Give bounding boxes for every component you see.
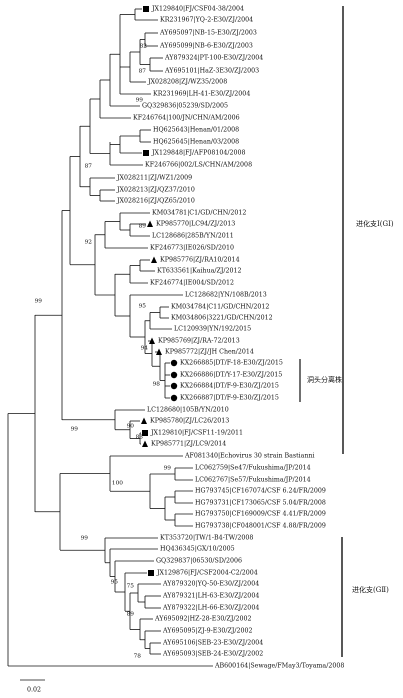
marker-square (148, 570, 154, 576)
leaf-label: JX028208|ZJ/WZ35/2008 (147, 79, 227, 86)
bootstrap-value: 95 (139, 304, 147, 310)
leaf-label: KP985780|ZJ/LC26/2013 (150, 418, 229, 425)
leaf-label: AB600164|Sewage/FMay3/Toyama/2008 (214, 663, 344, 670)
leaf-label: HQ625645|Henan/03/2008 (153, 139, 239, 146)
leaf-label: JX129876|FJ/CSF2004-C2/2004 (156, 570, 258, 577)
leaf-label: LC128680|105B/YN/2010 (147, 407, 229, 414)
leaf-label: KP985769|ZJ/RA-72/2013 (158, 338, 240, 345)
bootstrap-value: 82 (140, 44, 148, 50)
leaf-label: JX028213|ZJ/QZ37/2010 (116, 187, 195, 194)
bootstrap-value: 99 (35, 299, 43, 305)
leaf-label: KX266886|DT/Y-17-E30/ZJ/2015 (180, 372, 282, 379)
bootstrap-value: 99 (71, 427, 79, 433)
marker-circle (170, 382, 178, 390)
leaf-label: KP985771|ZJ/LC9/2014 (151, 441, 226, 448)
leaf-label: KF246764|100/JN/CHN/AM/2006 (133, 115, 240, 122)
marker-circle (170, 359, 178, 367)
leaf-label: KM034806|3221/GD/CHN/2012 (171, 315, 273, 322)
leaf-label: AF081340|Echovirus 30 strain Bastianni (184, 453, 315, 460)
leaf-label: JX028216|ZJ/QZ65/2010 (116, 198, 195, 205)
bootstrap-value: 89 (139, 224, 147, 230)
marker-square (143, 150, 149, 156)
leaf-label: KT633561|Kaihua/ZJ/2012 (157, 268, 242, 275)
marker-triangle (151, 256, 157, 263)
leaf-label: AY695097|NB-15-E30/ZJ/2003 (159, 30, 257, 37)
bootstrap-value: 90 (127, 424, 135, 430)
marker-square (143, 6, 149, 12)
leaf-label: KF246766|002/LS/CHN/AM/2008 (145, 162, 252, 169)
marker-triangle (142, 440, 148, 447)
leaf-label: HQ436345|GX/10/2005 (160, 546, 235, 553)
leaf-label: GQ329837|06530/SD/2006 (156, 558, 242, 565)
leaf-label: AY695095|ZJ-9-E30/ZJ/2002 (162, 628, 253, 635)
leaf-label: LC062767|Se57/Fukushima/JP/2014 (195, 477, 311, 484)
leaf-label: AY695093|SEB-24-E30/ZJ/2002 (162, 651, 263, 658)
marker-circle (170, 394, 178, 402)
marker-triangle (156, 348, 162, 355)
bootstrap-value: 98 (153, 382, 161, 388)
leaf-label: AY879324|PT-100-E30/ZJ/2004 (164, 55, 263, 62)
leaf-label: HG793738|CF048001/CSF 4.88/FR/2009 (195, 523, 326, 530)
leaf-label: JX129848|FJ/AFP08104/2008 (151, 150, 246, 157)
marker-triangle (147, 220, 153, 227)
leaf-label: AY695106|SEB-23-E30/ZJ/2004 (162, 640, 263, 647)
marker-triangle (149, 337, 155, 344)
leaf-label: KX266884|DT/F-9-E30/ZJ/2015 (180, 383, 279, 390)
bootstrap-value: 99 (164, 466, 172, 472)
leaf-label: KP985776|ZJ/RA10/2014 (160, 257, 240, 264)
leaf-label: KR231967|YQ-2-E30/ZJ/2004 (160, 17, 253, 24)
leaf-label: LC128686|285B/YN/2011 (152, 233, 234, 240)
scale-label: 0.02 (27, 687, 41, 694)
leaf-label: HG793750|CF169009/CSF 4.41/FR/2009 (195, 511, 326, 518)
leaf-label: AY695101|HaZ-3E30/ZJ/2003 (164, 68, 259, 75)
leaf-label: AY879320|YQ-50-E30/ZJ/2004 (162, 581, 259, 588)
leaf-label: AY879321|LH-63-E30/ZJ/2004 (162, 593, 259, 600)
leaf-label: JX028211|ZJ/WZ1/2009 (116, 175, 192, 182)
leaf-label: KF246773|IE026/SD/2010 (150, 245, 234, 252)
marker-triangle (141, 417, 147, 424)
clade-label: 进化支Ⅰ(GⅠ) (356, 219, 394, 228)
bootstrap-value: 99 (136, 98, 144, 104)
leaf-label: HQ625643|Henan/01/2008 (153, 127, 239, 134)
leaf-label: GQ329836|05239/SD/2005 (142, 103, 228, 110)
leaf-label: LC120939|YN/192/2015 (174, 326, 251, 333)
bootstrap-value: 100 (112, 481, 123, 487)
leaf-label: HG793731|CF173065/CSF 5.04/FR/2008 (195, 500, 326, 507)
bootstrap-value: 89 (127, 612, 135, 618)
leaf-label: KM034781|C1/GD/CHN/2012 (152, 210, 246, 217)
bootstrap-value: 83 (136, 435, 144, 441)
leaf-label: KP985770|LC94/ZJ/2013 (156, 221, 235, 228)
leaf-label: JX129810|FJ/CSF11-19/2011 (150, 430, 243, 437)
clade-label: 进化支(GⅡ) (352, 585, 389, 594)
bootstrap-value: 87 (85, 164, 93, 170)
bootstrap-value: 92 (85, 240, 93, 246)
leaf-label: KP985772|ZJ/JH Chen/2014 (165, 349, 254, 356)
bootstrap-value: 94 (141, 346, 149, 352)
leaf-label: KX266887|DT/F-9-E30/ZJ/2015 (180, 395, 279, 402)
leaf-label: KT353720|TW/1-B4-TW/2008 (160, 535, 253, 542)
leaf-label: AY695099|NB-6-E30/ZJ/2003 (159, 43, 253, 50)
marker-square (142, 430, 148, 436)
bootstrap-value: 78 (134, 654, 142, 660)
leaf-label: KX266885|DT/F-18-E30/ZJ/2015 (180, 360, 283, 367)
leaf-label: KR231969|LH-41-E30/ZJ/2004 (153, 91, 250, 98)
leaf-label: KF246774|IE004/SD/2012 (150, 280, 234, 287)
isolate-label: 洞头分离株 (307, 375, 342, 384)
bootstrap-value: 95 (111, 580, 119, 586)
bootstrap-value: 99 (81, 536, 89, 542)
leaf-label: JX129840|FJ/CSF04-38/2004 (151, 6, 244, 13)
marker-circle (170, 371, 178, 379)
leaf-label: AY695092|HZ-28-E30/ZJ/2002 (154, 616, 252, 623)
bootstrap-value: 75 (127, 584, 135, 590)
leaf-label: HG793745|CF167074/CSF 6.24/FR/2009 (195, 488, 326, 495)
leaf-label: LC062759|Se47/Fukushima/JP/2014 (195, 465, 311, 472)
leaf-label: KM034784|C11/GD/CHN/2012 (171, 304, 269, 311)
bootstrap-value: 87 (139, 69, 147, 75)
leaf-label: AY879322|LH-66-E30/ZJ/2004 (162, 605, 259, 612)
leaf-label: LC128682|YN/108B/2013 (185, 292, 267, 299)
